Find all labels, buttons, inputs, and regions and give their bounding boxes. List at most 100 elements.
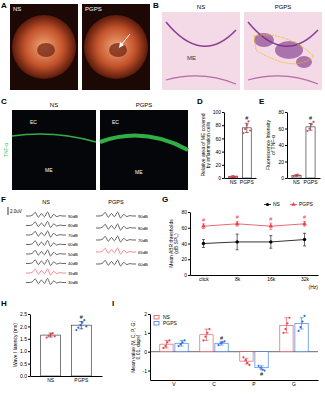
error-cap <box>244 358 248 359</box>
data-point <box>257 365 259 367</box>
figure: ABCDEFGHINSPGPSNSPGPSMENSPGPSTNF-αECMEEC… <box>0 0 325 400</box>
marker <box>202 242 205 245</box>
image-annotation: EC <box>30 119 37 125</box>
data-point <box>259 367 261 369</box>
level-label: 80dB <box>138 226 148 231</box>
y-tick: 80 <box>278 109 287 115</box>
y-tick: 80 <box>181 209 190 215</box>
y-tick-label: 80 <box>215 122 221 128</box>
y-axis-line <box>30 315 31 377</box>
image-annotation: EC <box>112 119 119 125</box>
scale-bar <box>8 207 9 215</box>
data-point <box>242 356 244 358</box>
marker <box>303 238 306 241</box>
level-label: 50dB <box>68 252 78 257</box>
y-tick-mark <box>28 351 30 352</box>
data-point <box>244 128 246 130</box>
data-point <box>284 328 286 330</box>
y-tick: 0 <box>281 175 287 181</box>
data-point <box>221 341 223 343</box>
data-point <box>308 127 310 129</box>
y-tick-label: 0.5 <box>20 361 27 367</box>
data-point <box>164 345 166 347</box>
error-cap <box>245 123 249 124</box>
data-point <box>236 176 238 178</box>
y-tick: 1 <box>144 330 150 336</box>
error-cap <box>220 345 224 346</box>
error-cap <box>269 229 272 230</box>
abr-traces: 2.0uVNS90dB80dB70dB60dB50dB40dB35dB30dBP… <box>8 199 148 285</box>
x-axis: VCPG <box>151 380 319 387</box>
y-tick-mark <box>28 326 30 327</box>
chart: -1012VCPG##NSPGPSMean value (V, C, P, G:… <box>130 311 319 386</box>
image-label: NS <box>50 102 58 108</box>
y-tick: 60 <box>278 126 287 132</box>
data-point <box>162 347 164 349</box>
x-tick: PGPS <box>304 178 319 185</box>
x-tick-label: P <box>252 381 256 387</box>
y-tick-label: 20 <box>215 162 221 168</box>
data-point <box>223 340 225 342</box>
stain-label: TNF-α <box>3 143 9 157</box>
outline <box>254 35 314 64</box>
y-tick-mark <box>28 314 30 315</box>
error-bar <box>246 123 247 132</box>
x-tick: 32k <box>301 275 310 282</box>
x-tick: PGPS <box>74 376 89 383</box>
data-point <box>54 335 56 337</box>
data-point <box>206 332 208 334</box>
y-tick-mark <box>285 162 287 163</box>
abr-trace <box>26 260 66 266</box>
image-frame <box>82 4 150 90</box>
legend-label: NS <box>273 201 281 207</box>
y-axis: -1012 <box>143 311 151 380</box>
y-tick-mark <box>188 228 190 229</box>
y-tick-mark <box>148 314 150 315</box>
y-tick: 1.5 <box>20 336 30 342</box>
y-tick: 20 <box>181 256 190 262</box>
y-axis: 020406080 <box>278 109 287 181</box>
chart: 020406080100NSPGPS#Relative area of ME c… <box>200 109 257 184</box>
data-point <box>263 369 265 371</box>
stain-signal <box>100 136 188 150</box>
y-tick-label: 20 <box>278 159 284 165</box>
x-tick: NS <box>47 376 55 383</box>
marker <box>269 224 274 228</box>
y-tick-label: 1.5 <box>20 336 27 342</box>
abr-trace <box>96 236 136 242</box>
legend-swatch <box>154 316 159 320</box>
error-cap <box>300 329 304 330</box>
abr-trace <box>26 241 66 247</box>
panel-letter: H <box>1 299 7 308</box>
y-axis-title: Mean ABR thresholds(dB SPL) <box>168 219 180 268</box>
y-tick-mark <box>222 138 224 139</box>
x-tick: V <box>172 380 176 387</box>
data-point <box>306 130 308 132</box>
x-tick: P <box>252 380 256 387</box>
panel-letter: F <box>1 195 6 204</box>
data-point <box>248 364 250 366</box>
plot-area <box>41 319 92 376</box>
data-point <box>303 315 305 317</box>
y-tick-label: 60 <box>181 225 187 231</box>
tissue <box>166 76 236 84</box>
tissue <box>166 22 236 46</box>
data-point <box>292 175 294 177</box>
legend: NSPGPS <box>154 314 178 326</box>
data-point <box>286 322 288 324</box>
arrow-head <box>119 42 124 48</box>
data-point <box>297 330 299 332</box>
y-axis-title-line: 0.01, daps) <box>135 334 141 359</box>
lumen <box>37 43 55 57</box>
data-point <box>249 129 251 131</box>
y-axis-title: Relative area of ME coveredby inflammati… <box>200 113 212 176</box>
level-label: 70dB <box>68 233 78 238</box>
y-tick-mark <box>148 333 150 334</box>
y-tick-mark <box>285 178 287 179</box>
x-tick-label: V <box>172 381 176 387</box>
error-cap <box>245 132 249 133</box>
y-tick-mark <box>188 259 190 260</box>
data-point <box>181 341 183 343</box>
bar <box>306 127 315 178</box>
error-cap <box>204 340 208 341</box>
